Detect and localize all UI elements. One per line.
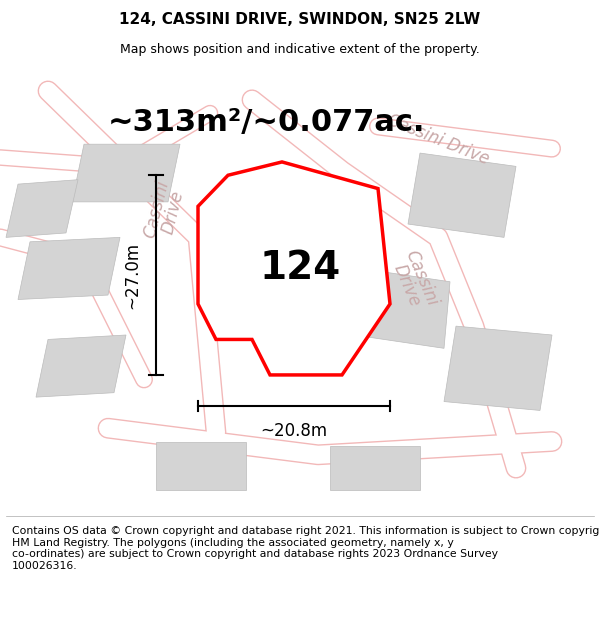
Polygon shape — [408, 153, 516, 238]
Polygon shape — [444, 326, 552, 411]
Polygon shape — [354, 269, 450, 348]
Text: 124, CASSINI DRIVE, SWINDON, SN25 2LW: 124, CASSINI DRIVE, SWINDON, SN25 2LW — [119, 12, 481, 27]
Text: 124: 124 — [259, 249, 341, 288]
Polygon shape — [6, 180, 78, 238]
Polygon shape — [18, 238, 120, 299]
Text: Cassini
Drive: Cassini Drive — [141, 178, 189, 244]
Text: Cassini
Drive: Cassini Drive — [386, 248, 442, 316]
Polygon shape — [36, 335, 126, 397]
Polygon shape — [330, 446, 420, 490]
Text: ~313m²/~0.077ac.: ~313m²/~0.077ac. — [108, 107, 425, 136]
Text: Cassini Drive: Cassini Drive — [385, 111, 491, 168]
Polygon shape — [198, 162, 390, 375]
Text: Contains OS data © Crown copyright and database right 2021. This information is : Contains OS data © Crown copyright and d… — [12, 526, 600, 571]
Text: ~20.8m: ~20.8m — [260, 421, 328, 439]
Polygon shape — [72, 144, 180, 202]
Text: Map shows position and indicative extent of the property.: Map shows position and indicative extent… — [120, 43, 480, 56]
Text: ~27.0m: ~27.0m — [123, 241, 141, 309]
Polygon shape — [156, 441, 246, 490]
